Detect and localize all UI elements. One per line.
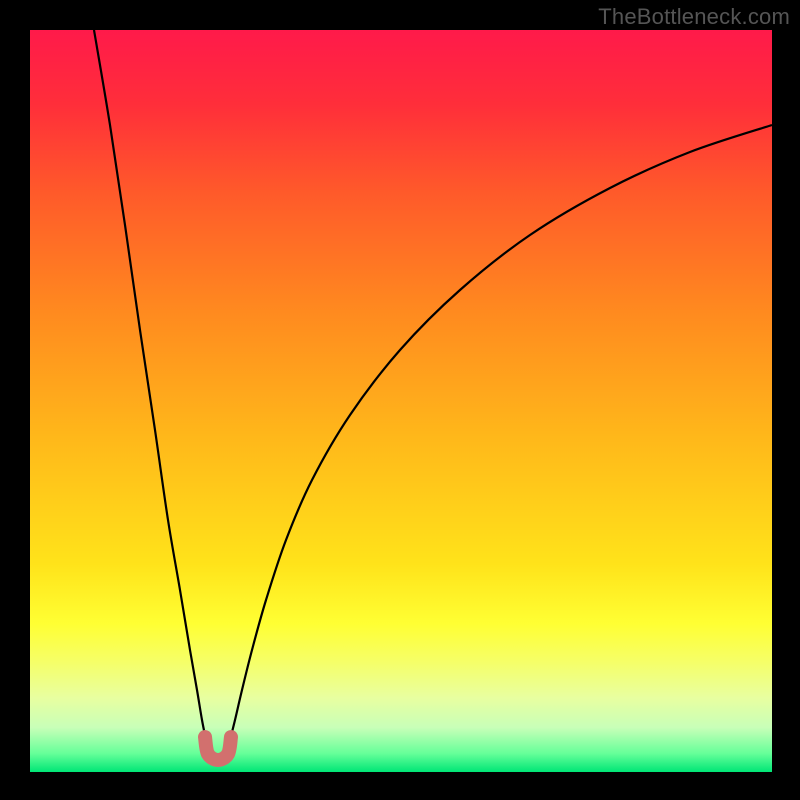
bottom-u-marker <box>205 737 231 760</box>
watermark-text: TheBottleneck.com <box>598 4 790 30</box>
stage: TheBottleneck.com <box>0 0 800 800</box>
curves-layer <box>0 0 800 800</box>
curve-right <box>230 125 772 740</box>
curve-left <box>94 30 206 740</box>
